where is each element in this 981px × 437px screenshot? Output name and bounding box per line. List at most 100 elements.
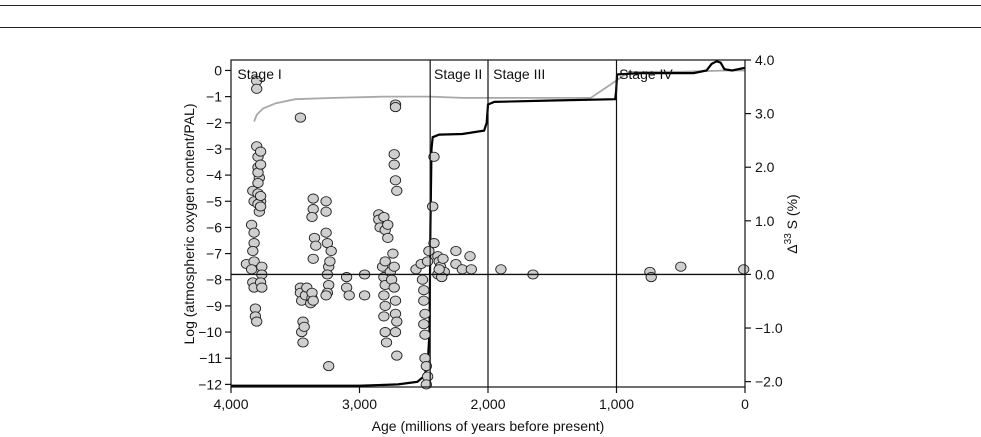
- y-left-axis-title: Log (atmospheric oxygen content/PAL): [181, 104, 197, 345]
- isotope-superscript: 33: [783, 233, 794, 245]
- d33s-data-point: [388, 159, 400, 170]
- d33s-data-point: [387, 248, 399, 259]
- d33s-data-point: [379, 327, 391, 338]
- d33s-data-point: [418, 285, 430, 296]
- y-left-tick-label: −7: [206, 246, 222, 262]
- y-left-tick-label: −8: [206, 272, 222, 288]
- stage-label: Stage II: [434, 66, 482, 82]
- d33s-data-point: [380, 337, 393, 348]
- d33s-data-point: [378, 290, 390, 301]
- d33s-data-point: [306, 211, 318, 223]
- y-left-tick-label: −10: [198, 324, 222, 340]
- d33s-data-point: [251, 316, 263, 327]
- x-tick-label: 3,000: [342, 396, 377, 412]
- y-left-tick-label: −11: [199, 350, 222, 366]
- d33s-data-point: [419, 329, 431, 340]
- d33s-data-point: [421, 256, 434, 267]
- d33s-data-point: [416, 274, 429, 285]
- d33s-data-point: [247, 245, 259, 257]
- d33s-data-point: [428, 151, 440, 162]
- y-right-tick-label: −1.0: [755, 320, 783, 336]
- y-right-tick-label: 3.0: [755, 106, 775, 122]
- y-left-tick-label: −4: [206, 167, 222, 183]
- d33s-data-point: [298, 321, 310, 332]
- isotope-suffix: S (%): [784, 194, 800, 233]
- d33s-data-point: [738, 264, 750, 275]
- d33s-data-point: [245, 264, 258, 275]
- d33s-data-point: [388, 149, 400, 160]
- d33s-data-point: [418, 319, 430, 330]
- d33s-data-point: [256, 282, 268, 293]
- axes-layer: [225, 59, 751, 393]
- header-rule: [0, 27, 981, 28]
- d33s-data-point: [382, 219, 394, 230]
- d33s-data-point: [254, 146, 267, 157]
- y-right-axis-title: Δ33 S (%): [783, 194, 800, 253]
- d33s-data-point: [389, 327, 402, 338]
- d33s-data-point: [382, 232, 394, 243]
- d33s-data-point: [427, 201, 439, 212]
- d33s-data-point: [248, 227, 260, 238]
- d33s-data-point: [423, 245, 435, 257]
- d33s-data-point: [254, 159, 267, 170]
- d33s-data-point: [307, 193, 319, 204]
- d33s-data-point: [388, 261, 400, 272]
- d33s-data-point: [389, 295, 402, 306]
- d33s-data-point: [252, 177, 264, 189]
- y-left-tick-label: 0: [214, 62, 222, 78]
- y-left-tick-label: −3: [206, 141, 222, 157]
- d33s-data-point: [464, 251, 476, 262]
- d33s-data-point: [420, 361, 432, 372]
- x-tick-label: 2,000: [470, 396, 505, 412]
- d33s-data-point: [419, 308, 431, 319]
- d33s-data-point: [391, 185, 403, 196]
- d33s-data-point: [358, 290, 371, 301]
- d33s-data-point: [310, 240, 322, 251]
- y-left-tick-label: −9: [206, 298, 222, 314]
- d33s-data-point: [495, 264, 507, 275]
- x-tick-label: 0: [741, 396, 749, 412]
- stage-label: Stage I: [237, 66, 281, 82]
- d33s-data-point: [450, 245, 462, 257]
- d33s-data-point: [391, 350, 403, 361]
- d33s-data-point: [418, 295, 430, 306]
- y-left-tick-label: −1: [206, 89, 222, 105]
- d33s-data-point: [320, 290, 332, 301]
- d33s-data-point: [294, 112, 307, 123]
- stage-label: Stage III: [493, 66, 545, 82]
- d33s-data-point: [320, 206, 332, 217]
- label-layer: 4,000 3,000 2,000 1,000 0 0 −1 −2 −3 −4 −5 −6 −7 −8 −9…: [181, 52, 800, 434]
- y-right-tick-label: 4.0: [755, 52, 775, 68]
- d33s-data-point: [320, 227, 332, 238]
- d33s-data-point: [323, 361, 335, 372]
- y-right-tick-label: −2.0: [755, 374, 783, 390]
- y-right-tick-label: 1.0: [755, 213, 775, 229]
- d33s-data-point: [465, 264, 477, 275]
- top-rule: [0, 5, 981, 6]
- stage-label: Stage IV: [619, 66, 673, 82]
- d33s-data-point: [254, 190, 267, 202]
- x-axis-title: Age (millions of years before present): [372, 418, 605, 434]
- d33s-data-point: [388, 282, 400, 293]
- data-point-layer: [240, 75, 750, 390]
- d33s-data-point: [251, 83, 263, 94]
- d33s-data-point: [428, 238, 440, 249]
- d33s-data-point: [379, 256, 391, 267]
- y-left-tick-label: −12: [198, 376, 222, 392]
- y-right-tick-label: 0.0: [755, 266, 775, 282]
- d33s-data-point: [254, 201, 267, 212]
- d33s-data-point: [307, 253, 319, 264]
- d33s-data-point: [389, 175, 402, 186]
- d33s-data-point: [297, 337, 309, 348]
- d33s-data-point: [389, 102, 402, 113]
- y-left-tick-label: −6: [206, 219, 222, 235]
- d33s-data-point: [391, 316, 403, 327]
- d33s-data-point: [324, 256, 336, 267]
- x-tick-label: 4,000: [213, 396, 248, 412]
- d33s-data-point: [320, 196, 332, 207]
- y-right-tick-label: 2.0: [755, 159, 775, 175]
- d33s-data-point: [437, 253, 449, 264]
- x-tick-label: 1,000: [599, 396, 634, 412]
- d33s-data-point: [325, 245, 337, 257]
